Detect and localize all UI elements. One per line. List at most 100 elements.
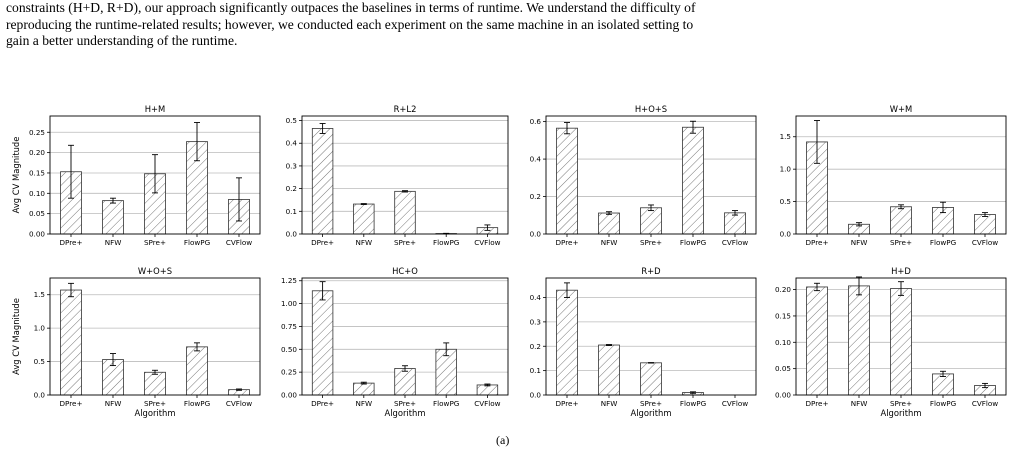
bar [476, 384, 499, 396]
x-tick-label: FlowPG [433, 399, 459, 408]
bar [640, 207, 662, 235]
y-tick-label: 0.4 [286, 139, 298, 148]
bar [353, 382, 375, 396]
bar [311, 128, 334, 235]
x-tick-label: CVFlow [972, 238, 998, 247]
bar [394, 190, 416, 235]
chart-title: W+M [890, 104, 913, 114]
x-tick-label: NFW [601, 238, 618, 247]
y-tick-label: 0.4 [530, 155, 542, 164]
y-tick-label: 0.0 [780, 230, 792, 239]
x-tick-label: CVFlow [474, 238, 500, 247]
bar [932, 373, 954, 396]
y-tick-label: 0.1 [530, 366, 541, 375]
x-tick-label: NFW [105, 238, 122, 247]
paragraph-line-3: gain a better understanding of the runti… [6, 33, 238, 49]
y-axis-label: Avg CV Magnitude [11, 298, 21, 375]
plot-frame [301, 277, 509, 396]
y-tick-label: 0.6 [530, 117, 542, 126]
x-tick-label: FlowPG [184, 399, 210, 408]
x-tick-label: DPre+ [311, 399, 334, 408]
chart-title: HC+O [392, 266, 418, 276]
x-tick-label: CVFlow [722, 238, 748, 247]
plot-frame [49, 115, 261, 235]
x-tick-label: SPre+ [394, 238, 416, 247]
x-tick-label: CVFlow [722, 399, 748, 408]
y-tick-label: 0.0 [530, 230, 542, 239]
y-tick-label: 0.0 [34, 391, 46, 400]
plot-frame [795, 115, 1007, 235]
y-tick-label: 1.0 [34, 324, 46, 333]
y-tick-label: 1.00 [281, 299, 297, 308]
plot-frame [49, 277, 261, 396]
bar [598, 344, 620, 396]
bar [890, 288, 912, 396]
x-tick-label: FlowPG [930, 238, 956, 247]
plot-frame [545, 115, 757, 235]
x-tick-label: DPre+ [60, 399, 83, 408]
x-axis-label: Algorithm [134, 408, 175, 418]
y-tick-label: 0.5 [286, 116, 297, 125]
bar [311, 290, 334, 396]
bar [890, 206, 912, 235]
x-tick-label: FlowPG [184, 238, 210, 247]
bar [974, 214, 996, 235]
bar [186, 346, 208, 396]
y-tick-label: 0.00 [775, 391, 791, 400]
y-tick-label: 0.20 [29, 148, 45, 157]
bar [724, 212, 746, 235]
x-tick-label: DPre+ [806, 399, 829, 408]
x-tick-label: SPre+ [890, 399, 912, 408]
y-tick-label: 0.0 [286, 230, 298, 239]
x-tick-label: NFW [355, 399, 372, 408]
bar [640, 362, 662, 396]
chart-title: R+D [641, 266, 660, 276]
y-tick-label: 0.10 [29, 189, 45, 198]
x-tick-label: CVFlow [226, 238, 252, 247]
y-tick-label: 1.5 [34, 290, 45, 299]
y-tick-label: 1.5 [780, 132, 791, 141]
y-tick-label: 0.75 [281, 322, 297, 331]
bar [144, 371, 166, 396]
x-tick-label: FlowPG [680, 399, 706, 408]
bar [435, 348, 457, 396]
x-tick-label: NFW [355, 238, 372, 247]
x-tick-label: CVFlow [972, 399, 998, 408]
y-tick-label: 0.4 [530, 293, 542, 302]
x-tick-label: DPre+ [806, 238, 829, 247]
y-tick-label: 0.1 [286, 207, 297, 216]
y-tick-label: 0.50 [281, 345, 297, 354]
y-tick-label: 0.2 [286, 184, 297, 193]
bar [806, 286, 828, 396]
y-tick-label: 0.5 [780, 197, 791, 206]
y-tick-label: 0.15 [775, 311, 791, 320]
bar [598, 212, 620, 235]
x-tick-label: DPre+ [556, 399, 579, 408]
x-tick-label: NFW [601, 399, 618, 408]
chart-title: W+O+S [138, 266, 172, 276]
y-tick-label: 0.3 [286, 161, 297, 170]
paragraph-line-2: reproducing the runtime-related results;… [6, 16, 694, 32]
y-tick-label: 0.00 [281, 391, 297, 400]
y-tick-label: 1.0 [780, 165, 792, 174]
x-tick-label: DPre+ [556, 238, 579, 247]
y-tick-label: 0.25 [281, 368, 297, 377]
x-tick-label: SPre+ [640, 399, 662, 408]
chart-title: H+M [145, 104, 166, 114]
y-tick-label: 0.5 [34, 357, 45, 366]
x-axis-label: Algorithm [880, 408, 921, 418]
y-tick-label: 0.20 [775, 285, 791, 294]
y-tick-label: 0.0 [530, 391, 542, 400]
x-tick-label: SPre+ [890, 238, 912, 247]
x-tick-label: FlowPG [680, 238, 706, 247]
y-tick-label: 0.05 [29, 209, 45, 218]
x-tick-label: CVFlow [474, 399, 500, 408]
y-tick-label: 0.25 [29, 128, 45, 137]
y-tick-label: 1.25 [281, 276, 297, 285]
chart-title: H+O+S [635, 104, 667, 114]
bar [102, 200, 124, 235]
bar [848, 285, 870, 396]
x-tick-label: SPre+ [640, 238, 662, 247]
x-axis-label: Algorithm [630, 408, 671, 418]
